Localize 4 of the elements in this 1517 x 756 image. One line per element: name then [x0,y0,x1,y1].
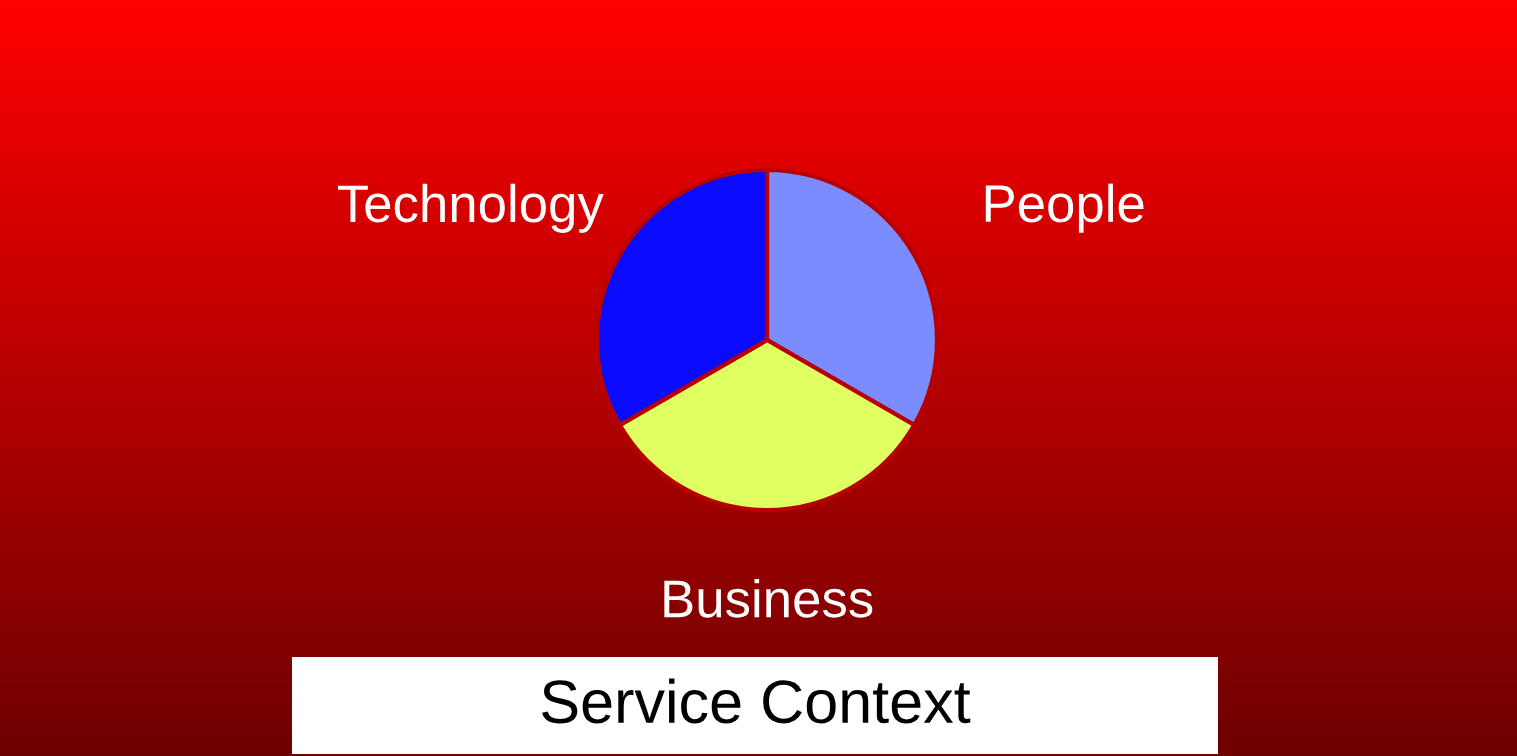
slice-label: Business [664,578,873,618]
slice-label: People [985,183,1144,233]
text: Service Context [542,678,971,724]
slice-label: Technology [338,183,604,233]
